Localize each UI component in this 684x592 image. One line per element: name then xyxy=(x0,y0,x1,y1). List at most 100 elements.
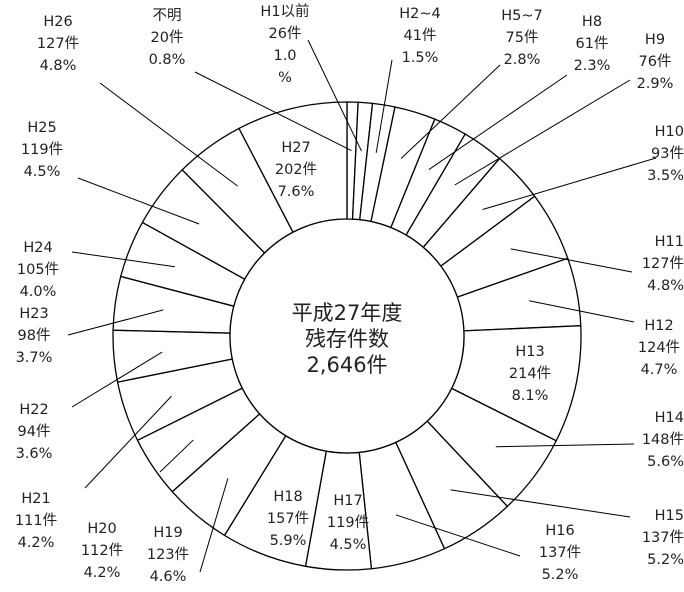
leader-line-h10 xyxy=(482,157,657,210)
label-h13-percent: 8.1% xyxy=(512,388,549,404)
label-h20-category: H20 xyxy=(87,521,116,537)
label-h8-count: 61件 xyxy=(576,35,609,52)
label-h21-category: H21 xyxy=(21,491,50,507)
label-h1-or-earlier-category: H1以前 xyxy=(260,3,309,20)
label-h5-to-7-percent: 2.8% xyxy=(504,52,541,68)
label-h24-percent: 4.0% xyxy=(20,284,57,300)
leader-line-h1-or-earlier xyxy=(307,39,362,152)
center-title: 平成27年度 xyxy=(292,301,403,325)
donut-hole xyxy=(229,218,465,454)
center-label: 平成27年度 残存件数 2,646件 xyxy=(292,301,403,377)
center-subtitle: 残存件数 xyxy=(305,327,389,351)
leader-line-h16 xyxy=(395,514,521,557)
label-h26-category: H26 xyxy=(43,14,72,30)
label-h19-category: H19 xyxy=(153,525,182,541)
label-h12-percent: 4.7% xyxy=(641,362,678,378)
label-h1-or-earlier-percent: 1.0 xyxy=(273,48,296,64)
leader-line-h19 xyxy=(199,478,229,573)
label-h5-to-7-category: H5~7 xyxy=(501,8,543,24)
leader-line-h8 xyxy=(428,74,568,170)
label-h21-percent: 4.2% xyxy=(18,535,55,551)
leader-line-h11 xyxy=(510,248,633,273)
label-h20-count: 112件 xyxy=(81,542,123,559)
label-h23-percent: 3.7% xyxy=(16,350,53,366)
leader-line-h25 xyxy=(77,177,200,225)
label-h22-category: H22 xyxy=(19,402,48,418)
leader-line-h23 xyxy=(67,309,164,336)
label-h20-percent: 4.2% xyxy=(84,565,121,581)
leader-line-h12 xyxy=(529,300,635,323)
label-h27-percent: 7.6% xyxy=(278,184,315,200)
leader-line-h14 xyxy=(495,443,635,448)
leader-line-h2-to-4 xyxy=(375,59,393,153)
leader-line-h21 xyxy=(84,395,172,489)
label-h23-category: H23 xyxy=(19,306,48,322)
label-h16-percent: 5.2% xyxy=(542,567,579,583)
label-h11-count: 127件 xyxy=(642,255,684,272)
label-h5-to-7-count: 75件 xyxy=(506,29,539,46)
label-unknown-percent: 0.8% xyxy=(149,52,186,68)
leader-line-h9 xyxy=(454,79,631,186)
label-h10-category: H10 xyxy=(655,124,684,140)
label-h8-percent: 2.3% xyxy=(574,58,611,74)
leader-line-h5-to-7 xyxy=(400,64,501,159)
label-h25-category: H25 xyxy=(27,120,56,136)
leader-line-h26 xyxy=(99,82,238,187)
label-h22-count: 94件 xyxy=(18,423,51,440)
label-h15-percent: 5.2% xyxy=(647,552,684,568)
leader-line-h24 xyxy=(71,251,175,268)
label-h9-count: 76件 xyxy=(639,53,672,70)
label-h23-count: 98件 xyxy=(18,327,51,344)
label-h12-category: H12 xyxy=(644,318,673,334)
label-unknown-category: 不明 xyxy=(153,8,182,24)
label-h10-percent: 3.5% xyxy=(647,168,684,184)
label-h14-category: H14 xyxy=(655,410,684,426)
leader-line-unknown xyxy=(194,71,352,151)
label-h13-category: H13 xyxy=(515,344,544,360)
label-h9-category: H9 xyxy=(645,32,665,48)
label-h16-count: 137件 xyxy=(539,544,581,561)
label-h25-percent: 4.5% xyxy=(24,164,61,180)
label-h2-to-4-count: 41件 xyxy=(404,27,437,44)
label-h19-count: 123件 xyxy=(147,546,189,563)
label-h8-category: H8 xyxy=(582,14,602,30)
leader-lines-layer xyxy=(67,39,657,573)
label-h18-count: 157件 xyxy=(267,510,309,527)
label-h24-category: H24 xyxy=(23,240,52,256)
label-h17-count: 119件 xyxy=(327,514,369,531)
label-h21-count: 111件 xyxy=(15,512,57,529)
label-h24-count: 105件 xyxy=(17,261,59,278)
label-h27-category: H27 xyxy=(281,140,310,156)
label-h26-count: 127件 xyxy=(37,35,79,52)
label-unknown-count: 20件 xyxy=(151,29,184,46)
label-h13-count: 214件 xyxy=(509,365,551,382)
label-h27-count: 202件 xyxy=(275,161,317,178)
label-h14-count: 148件 xyxy=(642,431,684,448)
center-total: 2,646件 xyxy=(306,353,387,377)
label-h16-category: H16 xyxy=(545,523,574,539)
label-h15-category: H15 xyxy=(655,508,684,524)
label-h17-category: H17 xyxy=(333,493,362,509)
label-h18-category: H18 xyxy=(273,489,302,505)
label-h15-count: 137件 xyxy=(642,529,684,546)
label-h2-to-4-percent: 1.5% xyxy=(402,50,439,66)
label-h12-count: 124件 xyxy=(638,339,680,356)
label-h11-category: H11 xyxy=(655,234,684,250)
leader-line-h22 xyxy=(71,351,163,408)
label-h17-percent: 4.5% xyxy=(330,537,367,553)
label-h18-percent: 5.9% xyxy=(270,533,307,549)
label-h1-or-earlier-count: 26件 xyxy=(269,25,302,42)
label-h25-count: 119件 xyxy=(21,141,63,158)
label-h10-count: 93件 xyxy=(651,145,684,162)
slice-labels-layer: 不明 20件 0.8% H1以前 26件 1.0% H2~4 41件 1.5% H5~7 75件 2.… xyxy=(15,3,684,585)
label-h26-percent: 4.8% xyxy=(40,58,77,74)
label-h9-percent: 2.9% xyxy=(637,76,674,92)
label-h2-to-4-category: H2~4 xyxy=(399,6,441,22)
leader-line-h20 xyxy=(159,439,194,473)
label-h19-percent: 4.6% xyxy=(150,569,187,585)
label-h11-percent: 4.8% xyxy=(647,278,684,294)
leader-line-h15 xyxy=(450,489,631,518)
label-h22-percent: 3.6% xyxy=(16,446,53,462)
label-h1-or-earlier-percent-suffix: % xyxy=(278,70,292,86)
